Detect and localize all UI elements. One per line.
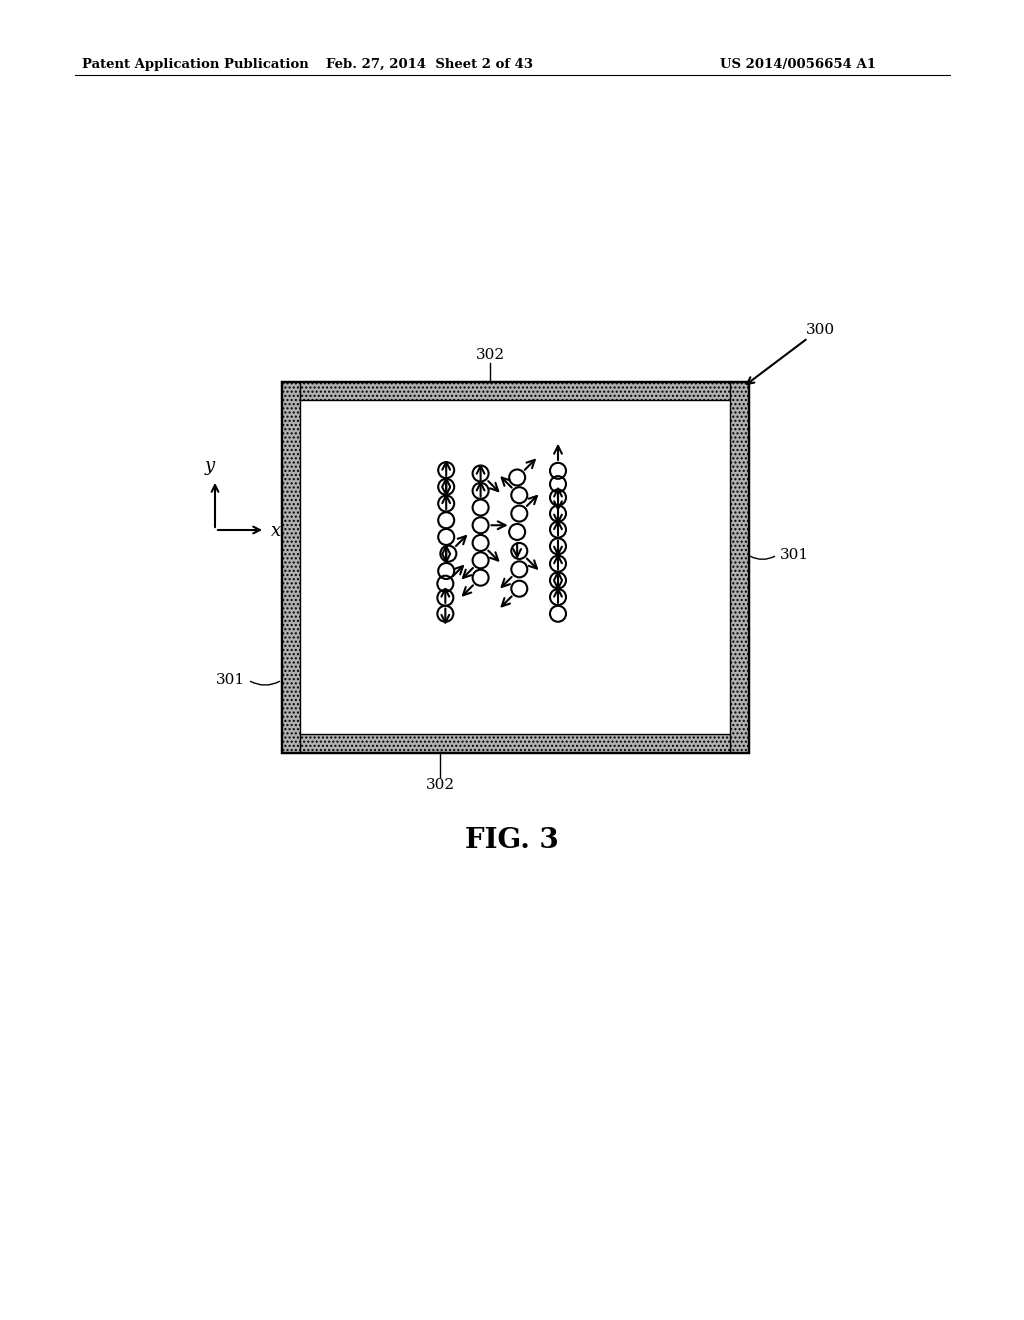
Text: 302: 302 — [475, 348, 505, 362]
Bar — [730, 381, 748, 752]
Bar — [282, 381, 748, 752]
Text: Patent Application Publication: Patent Application Publication — [82, 58, 309, 71]
Text: 302: 302 — [425, 777, 455, 792]
Text: 300: 300 — [806, 323, 835, 337]
Text: US 2014/0056654 A1: US 2014/0056654 A1 — [720, 58, 876, 71]
Text: 301: 301 — [780, 548, 809, 562]
Bar — [282, 381, 748, 400]
Text: x: x — [271, 521, 282, 540]
Text: 301: 301 — [216, 673, 245, 686]
Text: y: y — [205, 457, 215, 475]
Text: Feb. 27, 2014  Sheet 2 of 43: Feb. 27, 2014 Sheet 2 of 43 — [327, 58, 534, 71]
Bar — [282, 381, 300, 752]
Bar — [282, 734, 748, 752]
Text: FIG. 3: FIG. 3 — [465, 826, 559, 854]
